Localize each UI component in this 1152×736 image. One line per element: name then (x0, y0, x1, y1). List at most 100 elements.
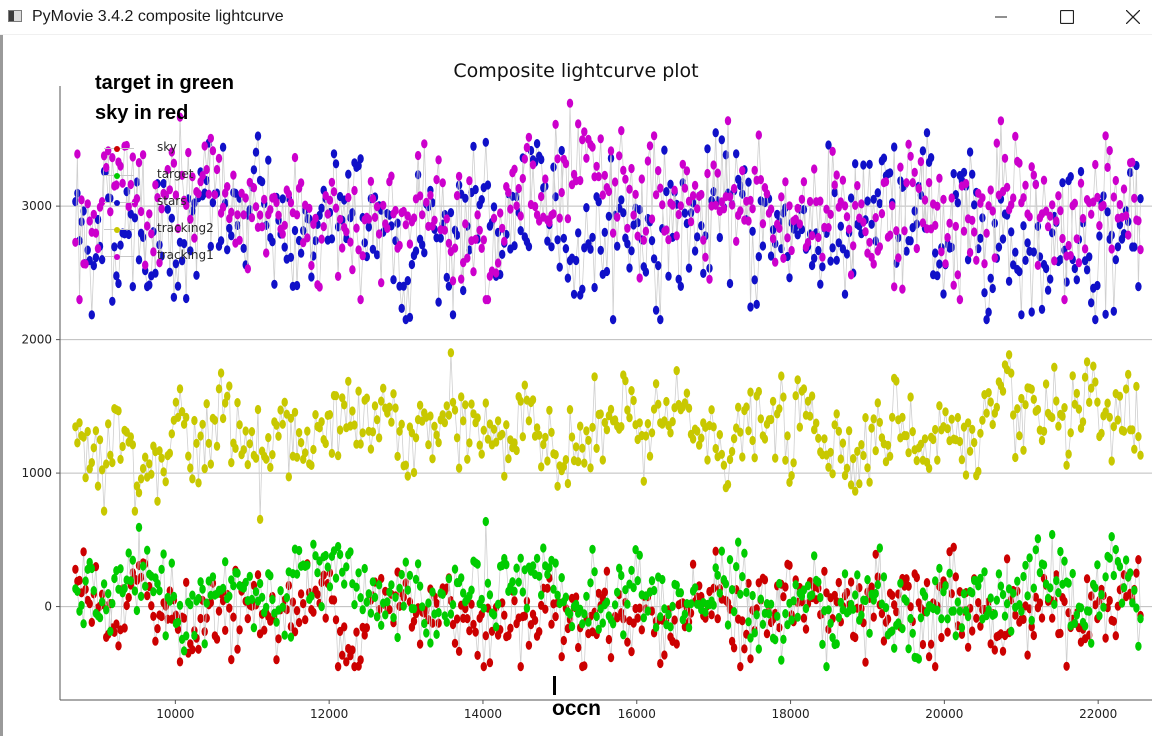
data-point (396, 240, 403, 250)
data-point (1129, 157, 1136, 167)
data-point (213, 164, 221, 175)
data-point (394, 218, 401, 228)
data-point (219, 202, 227, 212)
data-point (850, 241, 857, 251)
data-point (827, 209, 834, 219)
data-point (1055, 421, 1062, 431)
data-point (829, 633, 836, 643)
data-point (575, 642, 582, 653)
data-point (404, 471, 411, 481)
data-point (201, 141, 208, 151)
data-point (759, 219, 767, 229)
data-point (380, 200, 387, 210)
data-point (735, 402, 742, 412)
data-point (236, 420, 243, 430)
data-point (620, 208, 627, 218)
data-point (944, 614, 951, 624)
data-point (1106, 595, 1113, 606)
data-point (297, 438, 305, 448)
data-point (614, 613, 621, 623)
data-point (232, 443, 239, 453)
data-point (969, 588, 976, 598)
data-point (964, 642, 972, 652)
data-point (704, 455, 711, 465)
data-point (774, 611, 781, 621)
data-point (414, 170, 422, 180)
data-point (788, 245, 795, 256)
data-point (388, 417, 395, 427)
data-point (1001, 153, 1009, 163)
data-point (156, 586, 163, 596)
data-point (808, 590, 816, 600)
data-point (189, 645, 196, 655)
data-point (345, 192, 352, 203)
data-point (279, 194, 286, 204)
data-point (476, 225, 483, 235)
data-point (895, 253, 902, 263)
data-point (753, 299, 760, 309)
data-point (226, 223, 233, 233)
data-point (1131, 242, 1138, 252)
data-point (203, 613, 210, 623)
data-point (166, 448, 173, 458)
data-point (523, 603, 531, 613)
data-point (583, 203, 590, 213)
data-point (386, 605, 393, 615)
data-point (893, 376, 900, 386)
data-point (669, 200, 676, 210)
data-point (531, 615, 539, 626)
data-point (242, 193, 249, 203)
data-point (273, 655, 280, 665)
data-point (1061, 295, 1068, 305)
data-point (183, 631, 190, 641)
data-point (747, 633, 754, 643)
data-point (137, 591, 145, 602)
data-point (330, 187, 338, 197)
data-point (322, 438, 329, 449)
close-button[interactable] (1110, 0, 1152, 34)
data-point (275, 210, 282, 220)
data-point (308, 260, 315, 271)
data-point (634, 613, 641, 623)
data-point (107, 626, 114, 637)
data-point (1036, 568, 1044, 578)
data-point (482, 516, 489, 527)
x-tick-label: 16000 (618, 707, 656, 721)
data-point (353, 627, 360, 637)
minimize-button[interactable] (978, 0, 1024, 34)
data-point (261, 194, 268, 204)
data-point (470, 141, 477, 151)
data-point (897, 162, 904, 172)
data-point (74, 188, 81, 198)
data-point (365, 222, 372, 232)
data-point (88, 310, 96, 320)
data-point (862, 595, 869, 606)
data-point (375, 433, 383, 443)
data-point (482, 631, 489, 641)
data-point (1055, 191, 1062, 201)
data-point (1026, 553, 1033, 563)
data-point (178, 407, 186, 417)
data-point (398, 419, 405, 429)
data-point (484, 295, 492, 305)
data-point (254, 570, 262, 580)
data-point (1028, 307, 1035, 317)
data-point (577, 421, 584, 431)
maximize-button[interactable] (1044, 0, 1090, 34)
data-point (772, 257, 779, 267)
data-point (858, 604, 865, 614)
data-point (876, 242, 883, 252)
data-point (224, 182, 231, 192)
data-point (786, 273, 793, 283)
data-point (388, 171, 395, 181)
data-point (213, 634, 221, 644)
data-point (509, 577, 516, 587)
data-point (964, 418, 972, 428)
data-point (148, 469, 155, 479)
data-point (365, 589, 372, 599)
data-point (605, 211, 613, 221)
data-point (406, 239, 414, 249)
data-point (84, 245, 91, 255)
data-point (505, 454, 512, 464)
